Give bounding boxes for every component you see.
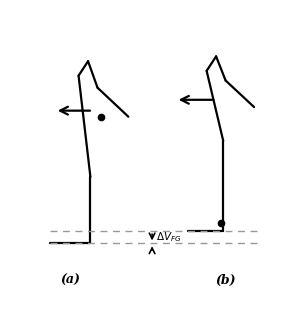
Text: (a): (a) <box>60 274 80 287</box>
Text: (b): (b) <box>215 274 236 287</box>
Text: $\Delta V_{FG}$: $\Delta V_{FG}$ <box>156 230 181 244</box>
